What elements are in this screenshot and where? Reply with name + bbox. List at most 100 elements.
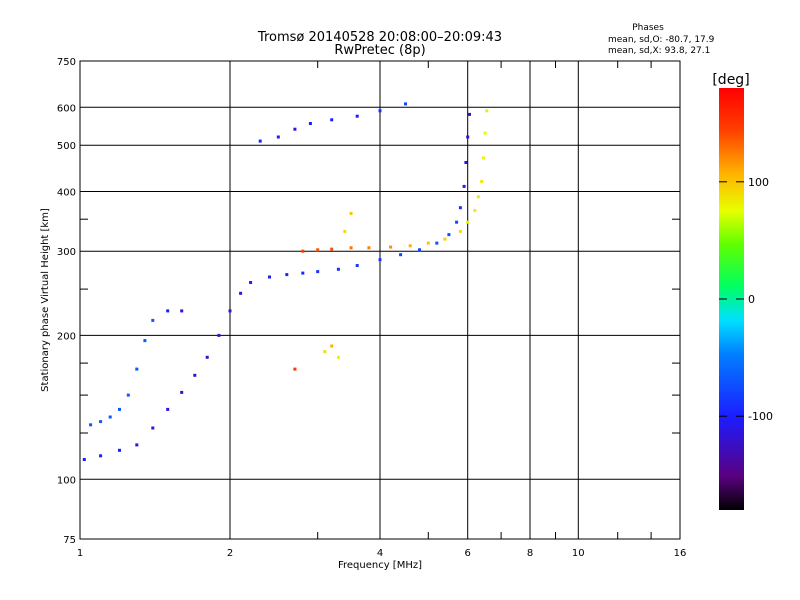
data-point	[308, 122, 312, 125]
chart-subtitle: RwPretec (8p)	[334, 43, 425, 58]
data-point	[455, 220, 459, 224]
y-tick-label: 200	[57, 331, 76, 342]
y-axis-label: Stationary phase Virtual Height [km]	[40, 208, 51, 392]
data-point	[166, 407, 170, 411]
colorbar-ticks: 100 0 -100	[719, 176, 773, 423]
data-point	[476, 195, 480, 199]
x-tick-label: 8	[527, 548, 533, 559]
y-tick-label: 100	[57, 475, 76, 486]
data-point	[404, 102, 407, 106]
data-point	[293, 127, 297, 131]
data-point	[336, 355, 340, 359]
data-point	[118, 407, 121, 411]
data-point	[443, 237, 447, 241]
data-points	[82, 102, 489, 461]
data-point	[480, 179, 484, 183]
data-point	[336, 267, 340, 271]
data-point	[485, 109, 489, 113]
ticks: 1 2 4 6 8 10 16 75 100 200 300 400 500 600 750	[57, 57, 686, 559]
colorbar-label: [deg]	[712, 72, 749, 88]
data-point	[462, 184, 466, 188]
data-point	[99, 454, 103, 458]
data-point	[483, 131, 487, 135]
data-point	[447, 233, 451, 237]
data-point	[180, 309, 184, 313]
data-point	[301, 249, 305, 253]
data-point	[228, 309, 232, 313]
data-point	[293, 367, 297, 371]
data-point	[355, 264, 359, 267]
data-point	[330, 118, 334, 122]
data-point	[180, 390, 184, 394]
data-point	[151, 426, 155, 430]
data-point	[323, 350, 327, 354]
data-point	[258, 139, 262, 143]
data-point	[330, 344, 334, 348]
data-point	[466, 135, 470, 139]
data-point	[458, 229, 462, 233]
data-point	[399, 253, 403, 257]
data-point	[193, 373, 197, 377]
data-point	[408, 244, 412, 248]
x-axis-label: Frequency [MHz]	[338, 560, 422, 571]
data-point	[239, 291, 243, 295]
data-point	[458, 206, 462, 210]
y-tick-label: 600	[57, 103, 76, 114]
data-point	[217, 333, 221, 337]
data-point	[330, 247, 334, 251]
data-point	[118, 448, 121, 452]
chart-title: Tromsø 20140528 20:08:00–20:09:43	[257, 30, 502, 45]
data-point	[99, 420, 103, 424]
y-tick-label: 400	[57, 188, 76, 199]
data-point	[301, 271, 305, 275]
data-point	[389, 245, 393, 249]
data-point	[205, 355, 209, 359]
data-point	[355, 114, 359, 118]
y-tick-label: 75	[63, 535, 76, 546]
data-point	[143, 339, 147, 343]
x-tick-label: 10	[572, 548, 585, 559]
colorbar-tick-label: 100	[748, 176, 769, 189]
data-point	[135, 443, 139, 447]
data-point	[349, 211, 353, 215]
phases-stats-x: mean, sd,X: 93.8, 27.1	[608, 46, 710, 56]
data-point	[418, 248, 421, 252]
data-point	[367, 246, 371, 250]
colorbar-tick-label: -100	[748, 410, 773, 423]
data-point	[378, 109, 382, 113]
data-point	[89, 423, 93, 427]
data-point	[466, 220, 470, 224]
x-tick-label: 2	[227, 548, 233, 559]
data-point	[285, 273, 289, 277]
data-point	[276, 135, 280, 139]
data-point	[316, 248, 320, 252]
data-point	[151, 318, 155, 322]
data-point	[316, 270, 320, 274]
data-point	[481, 156, 485, 160]
data-point	[349, 246, 353, 250]
x-tick-label: 1	[77, 548, 83, 559]
data-point	[464, 161, 468, 164]
data-point	[166, 309, 170, 313]
data-point	[343, 229, 347, 233]
data-point	[268, 275, 271, 279]
x-tick-label: 4	[377, 548, 383, 559]
data-point	[82, 458, 86, 461]
phases-stats-o: mean, sd,O: -80.7, 17.9	[608, 35, 715, 45]
data-point	[435, 241, 439, 245]
data-point	[135, 367, 139, 371]
data-point	[426, 241, 430, 245]
data-point	[378, 258, 382, 262]
x-tick-label: 6	[465, 548, 471, 559]
x-tick-label: 16	[674, 548, 687, 559]
y-tick-label: 300	[57, 247, 76, 258]
data-point	[108, 415, 112, 419]
colorbar-tick-label: 0	[748, 293, 755, 306]
data-point	[468, 112, 471, 116]
phases-heading: Phases	[632, 23, 664, 33]
y-tick-label: 500	[57, 141, 76, 152]
data-point	[126, 393, 130, 397]
y-tick-label: 750	[57, 57, 76, 68]
data-point	[249, 281, 253, 284]
